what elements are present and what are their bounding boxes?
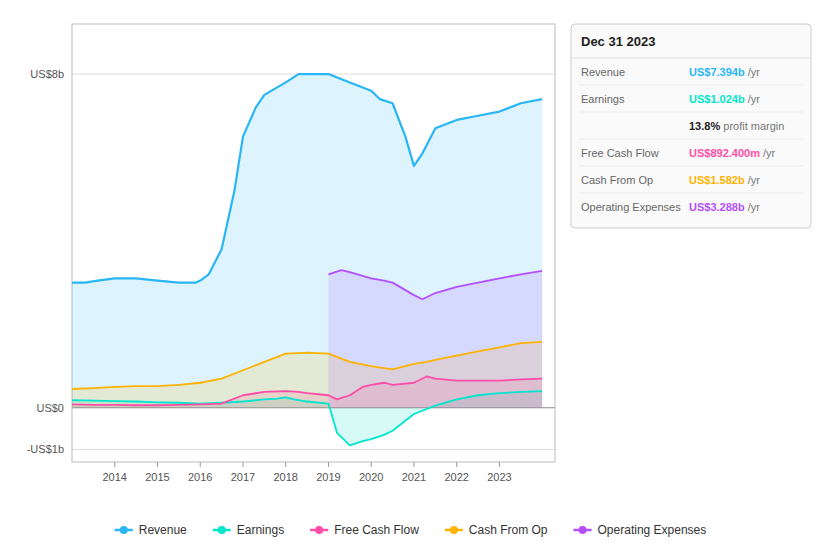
area-lines (72, 74, 542, 445)
axes: -US$1b US$0 US$8b 2014 2015 2016 2017 2018 2019 2… (27, 24, 555, 483)
area-fill (328, 270, 542, 408)
legend-label: Free Cash Flow (334, 523, 419, 537)
x-tick-label: 2017 (231, 471, 255, 483)
info-row-divider (579, 139, 803, 140)
x-tick (413, 462, 414, 467)
x-tick-label: 2020 (359, 471, 383, 483)
legend-swatch-dot (218, 526, 226, 534)
info-row-divider (579, 193, 803, 194)
chart-svg: -US$1b US$0 US$8b 2014 2015 2016 2017 2018 2019 2… (0, 0, 821, 560)
info-row-divider (579, 166, 803, 167)
legend-label: Revenue (139, 523, 187, 537)
x-tick (242, 462, 243, 467)
info-row-suffix: /yr (745, 174, 761, 186)
info-row-label: Cash From Op (581, 174, 653, 186)
x-tick-label: 2022 (444, 471, 468, 483)
info-row-value: US$1.582b (689, 174, 745, 186)
info-box-divider (571, 58, 811, 59)
x-tick (114, 462, 115, 467)
legend-swatch-dot (579, 526, 587, 534)
grid-line (72, 449, 555, 450)
info-row-label: Free Cash Flow (581, 147, 659, 159)
series-line (72, 342, 542, 389)
legend-label: Operating Expenses (598, 523, 707, 537)
legend-label: Cash From Op (469, 523, 548, 537)
info-row-suffix: /yr (745, 93, 761, 105)
legend-swatch-dot (315, 526, 323, 534)
info-box-frame (571, 24, 811, 228)
y-tick-label: -US$1b (27, 443, 64, 455)
info-box: Dec 31 2023 Revenue US$7.394b /yr Earnings U… (571, 24, 811, 228)
legend-item: Revenue (115, 523, 187, 537)
info-row-value: US$7.394b (689, 66, 745, 78)
x-tick-label: 2023 (487, 471, 511, 483)
x-tick-label: 2021 (402, 471, 426, 483)
y-tick-label: US$0 (36, 402, 64, 414)
series-line (72, 74, 542, 283)
x-tick (200, 462, 201, 467)
info-row-value: 13.8% (689, 120, 720, 132)
legend-label: Earnings (237, 523, 284, 537)
legend-item: Operating Expenses (574, 523, 707, 537)
legend-item: Cash From Op (445, 523, 548, 537)
x-tick-label: 2018 (273, 471, 297, 483)
legend: Revenue Earnings Free Cash Flow Cash From O… (115, 523, 707, 537)
x-tick (157, 462, 158, 467)
x-tick (328, 462, 329, 467)
info-row-label: Earnings (581, 93, 625, 105)
series-line (328, 270, 542, 299)
info-row-value: US$892.400m (689, 147, 760, 159)
chart-container: -US$1b US$0 US$8b 2014 2015 2016 2017 2018 2019 2… (0, 0, 821, 560)
info-row-value: US$3.288b (689, 201, 745, 213)
info-row-suffix: profit margin (720, 120, 784, 132)
x-tick (456, 462, 457, 467)
info-box-title: Dec 31 2023 (581, 34, 655, 49)
x-tick-label: 2014 (103, 471, 127, 483)
plot-frame (72, 24, 555, 462)
info-row-divider (579, 112, 803, 113)
area-fills (72, 74, 542, 445)
x-tick (499, 462, 500, 467)
data-area (72, 74, 542, 445)
legend-swatch-dot (450, 526, 458, 534)
info-row-value: US$1.024b (689, 93, 745, 105)
info-row-suffix: /yr (760, 147, 776, 159)
info-row-suffix: /yr (745, 201, 761, 213)
x-tick (285, 462, 286, 467)
x-tick-label: 2015 (145, 471, 169, 483)
info-row-divider (579, 85, 803, 86)
legend-item: Free Cash Flow (310, 523, 419, 537)
legend-swatch-dot (120, 526, 128, 534)
x-tick (371, 462, 372, 467)
series-line (72, 391, 542, 445)
area-fill (72, 74, 542, 408)
x-tick-label: 2019 (316, 471, 340, 483)
y-tick-label: US$8b (30, 68, 64, 80)
series-line (72, 376, 542, 405)
info-row-label: Revenue (581, 66, 625, 78)
x-tick-label: 2016 (188, 471, 212, 483)
grid (72, 74, 555, 449)
info-row-suffix: /yr (745, 66, 761, 78)
info-row-label: Operating Expenses (581, 201, 681, 213)
legend-item: Earnings (213, 523, 284, 537)
